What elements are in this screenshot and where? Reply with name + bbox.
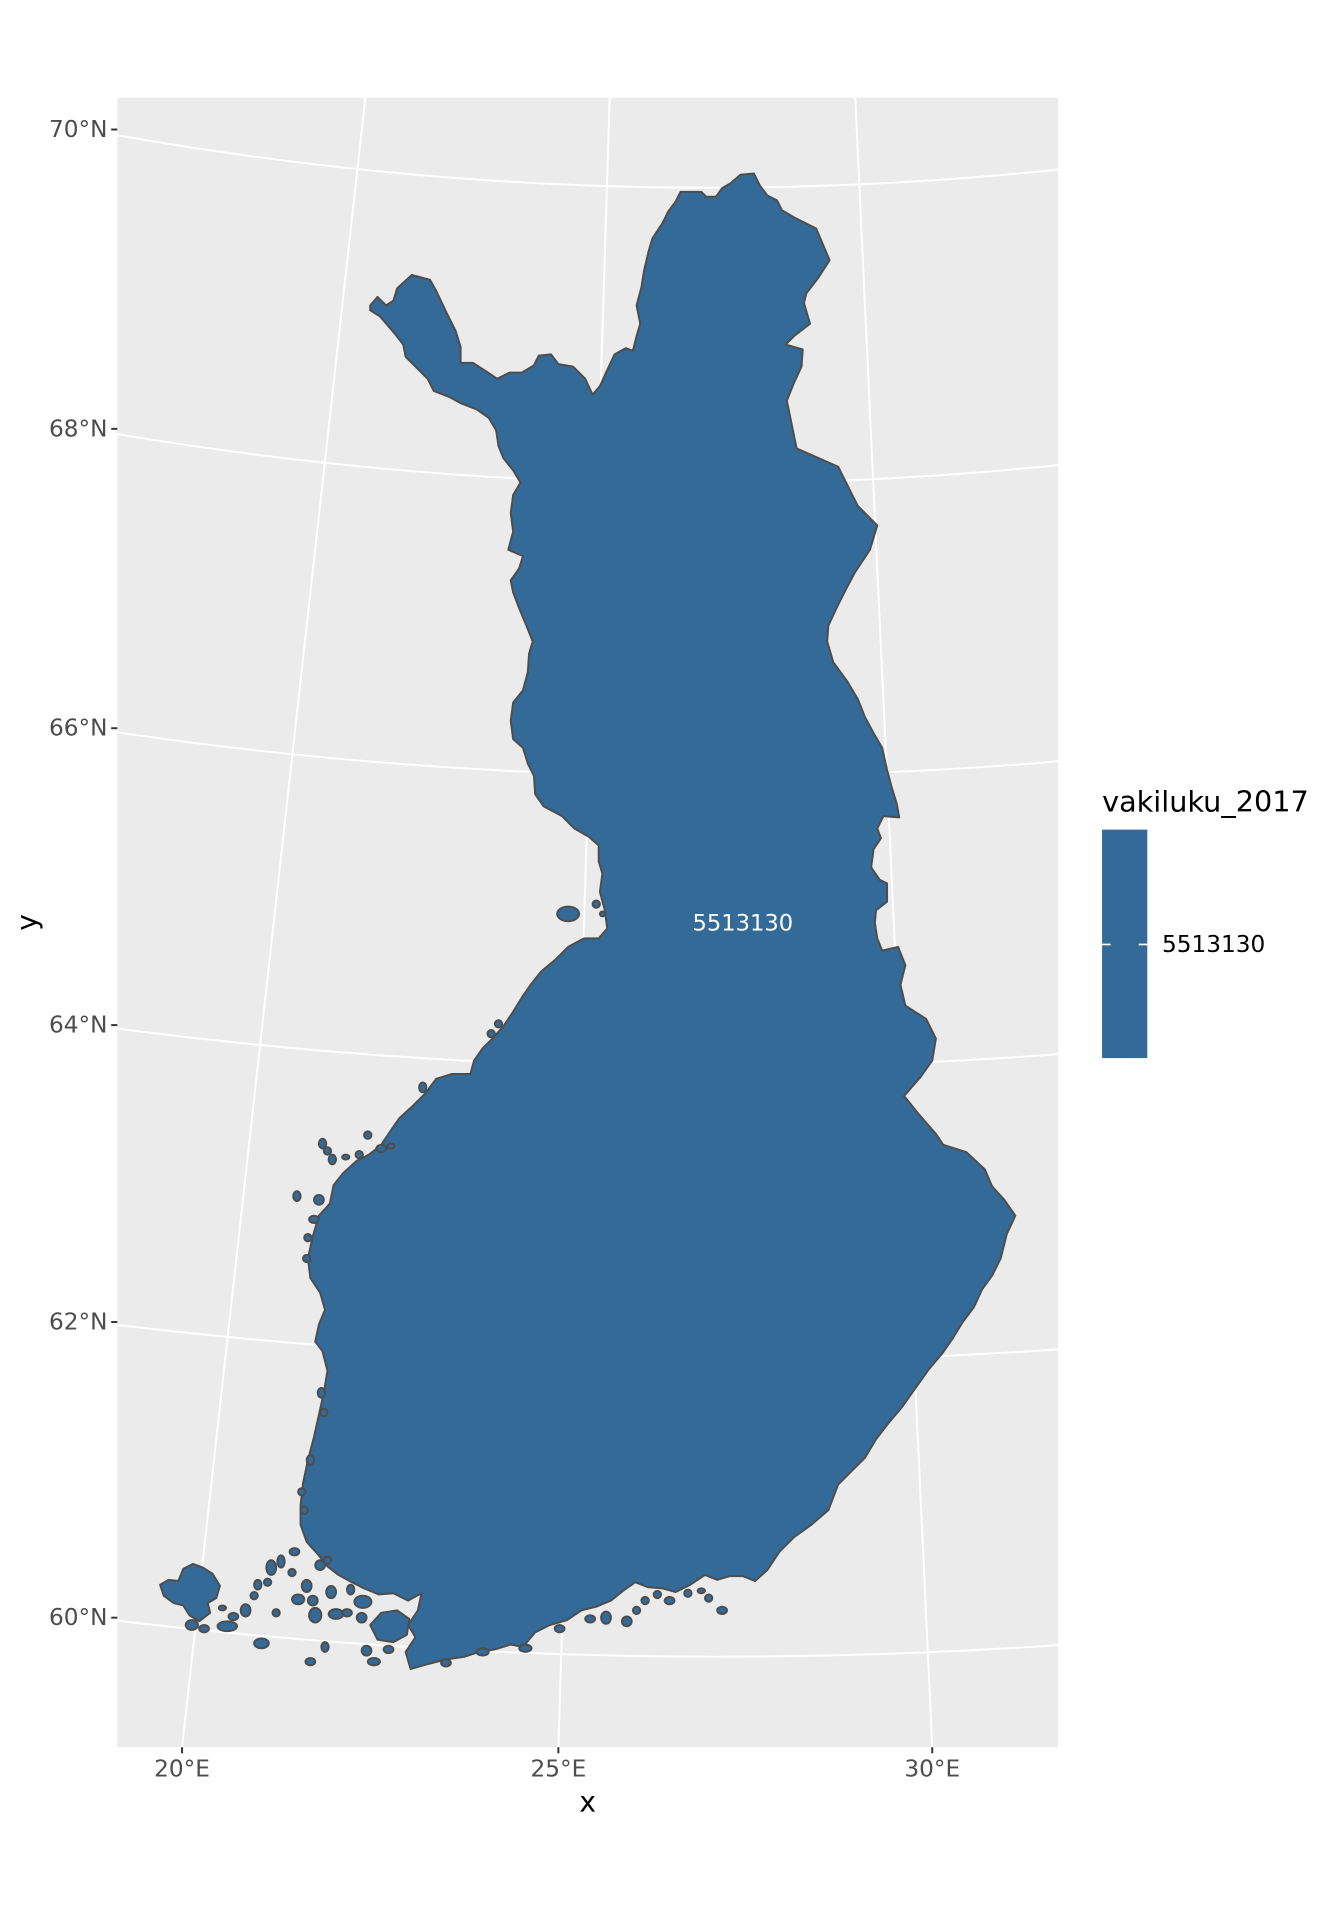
island [341,1608,353,1618]
island [253,1578,263,1591]
island [227,1611,240,1622]
island [306,1594,319,1607]
island [249,1591,259,1601]
island [584,1614,597,1624]
island [386,1142,396,1150]
parallel-gridline-60n [117,1619,1059,1658]
island [327,1608,345,1620]
island [375,1143,388,1154]
x-tick-label: 30°E [904,1756,960,1783]
x-tick-label: 20°E [154,1756,210,1783]
y-tick-label: 60°N [49,1604,107,1631]
island [253,1637,270,1650]
island [591,899,601,909]
island [620,1615,633,1628]
y-tick-label: 62°N [49,1309,107,1336]
y-tick-label: 70°N [49,116,107,143]
island [297,1487,307,1497]
island [299,1505,309,1515]
x-axis: 20°E 25°E 30°E x [154,1747,960,1819]
island [198,1624,210,1634]
island [287,1567,297,1578]
legend-title: vakiluku_2017 [1102,785,1309,819]
island [553,1624,566,1634]
island [354,1149,364,1160]
map-region [159,172,1017,1670]
island [314,1559,326,1572]
island [556,905,581,923]
island [341,1153,351,1161]
y-axis: 70°N 68°N 66°N 64°N 62°N 60°N y [10,116,118,1631]
island [262,1577,273,1587]
island [704,1593,714,1603]
island [288,1547,301,1557]
island [216,1620,239,1633]
y-tick-label: 66°N [49,715,107,742]
island [493,1019,504,1029]
island [600,1610,612,1625]
island [184,1619,199,1631]
x-axis-title: x [579,1786,596,1819]
island [440,1658,452,1668]
island [486,1029,496,1039]
island [355,1611,368,1624]
parallel-gridline-70n [117,134,1059,189]
island [308,1606,323,1624]
island [271,1608,281,1618]
island [317,1137,328,1150]
panel-content: 5513130 [117,97,1059,1748]
island [239,1603,252,1618]
legend-label: 5513130 [1162,931,1265,958]
island [316,1387,326,1399]
aland-island [159,1562,221,1623]
legend: vakiluku_2017 5513130 [1102,785,1309,1059]
island [518,1643,533,1653]
island [303,1233,313,1243]
island [640,1595,650,1606]
island [305,1454,315,1466]
island [382,1644,395,1655]
island [320,1641,330,1653]
island [475,1647,490,1657]
island [292,1190,302,1203]
island [363,1130,373,1140]
island [652,1589,662,1600]
meridian-gridline-30e [854,97,934,1748]
island [313,1193,325,1206]
island [265,1559,278,1576]
x-tick-label: 25°E [530,1756,586,1783]
island [319,1407,329,1418]
island [418,1081,428,1094]
island [300,1578,313,1594]
island [276,1554,286,1569]
island [663,1595,676,1606]
y-axis-title: y [10,914,43,931]
island [217,1604,228,1612]
island [631,1605,642,1615]
island [598,910,606,918]
island [327,1153,337,1166]
island [322,1555,333,1565]
island [683,1588,693,1598]
island [353,1594,373,1609]
mainland-outline [299,172,1017,1670]
island [302,1253,312,1264]
island [325,1584,337,1600]
archipelago [184,899,728,1668]
island [304,1657,317,1667]
meridian-gridline-20e [181,97,367,1748]
island [291,1593,306,1606]
y-tick-label: 64°N [49,1012,107,1039]
island [360,1644,373,1657]
southern-island [369,1609,411,1644]
island [308,1214,320,1225]
island [716,1605,728,1615]
island [346,1583,356,1596]
island [696,1587,706,1595]
island [366,1657,381,1667]
island [322,1146,333,1156]
y-tick-label: 68°N [49,415,107,442]
map-value-label: 5513130 [693,911,794,937]
